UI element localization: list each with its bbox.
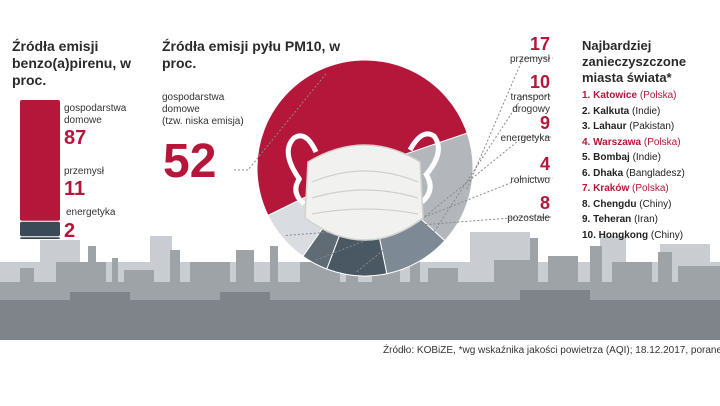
- pie-label-transport: transport drogowy: [510, 92, 550, 115]
- pie-value-energy: 9: [539, 113, 550, 133]
- city-rank-name: 4. Warszawa: [582, 136, 644, 148]
- city-rank-name: 10. Hongkong: [582, 229, 651, 241]
- pie-leader-3: [356, 136, 553, 273]
- city-item: 3. Lahaur (Pakistan): [582, 119, 685, 135]
- city-rank-name: 7. Kraków: [582, 183, 633, 194]
- bar-segment-1: [20, 221, 60, 237]
- pie-value-other: 8: [539, 193, 550, 213]
- city-country: (Polska): [643, 136, 681, 148]
- city-country: (Indie): [632, 105, 661, 117]
- pie-label-other: pozostałe: [507, 213, 550, 224]
- benzopyrene-stacked-bar: [20, 100, 60, 239]
- source-footnote: Źródło: KOBiZE, *wg wskaźnika jakości po…: [383, 345, 720, 356]
- pie-leader-0: [232, 73, 327, 171]
- bar-label-industry: przemysł: [64, 166, 105, 177]
- pie-value-agriculture: 4: [539, 154, 550, 174]
- city-item: 9. Teheran (Iran): [582, 212, 685, 228]
- pie-main-label: gospodarstwa domowe: [162, 92, 225, 115]
- bar-label-energy: energetyka: [66, 207, 116, 218]
- city-rank-name: 6. Dhaka: [582, 167, 626, 179]
- pie-panel-title: Źródła emisji pyłu PM10, w proc.: [162, 38, 341, 71]
- bar-value-household: 87: [64, 127, 87, 149]
- city-item: 4. Warszawa (Polska): [582, 135, 685, 151]
- city-item: 6. Dhaka (Bangladesz): [582, 166, 685, 182]
- face-mask-icon: [285, 131, 441, 241]
- city-country: (Chiny): [650, 229, 684, 241]
- city-rank-name: 1. Katowice: [582, 90, 640, 101]
- cities-list: 1. Katowice (Polska) 2. Kalkuta (Indie) 3.…: [582, 88, 685, 243]
- city-item: 1. Katowice (Polska): [582, 88, 685, 104]
- city-country: (Bangladesz): [625, 167, 685, 179]
- bar-segment-0: [20, 100, 60, 221]
- left-panel-title: Źródła emisji benzo(a)pirenu, w proc.: [12, 38, 131, 88]
- city-rank-name: 8. Chengdu: [582, 198, 640, 210]
- city-country: (Chiny): [639, 198, 672, 210]
- bar-value-industry: 11: [64, 178, 86, 200]
- pie-leader-2: [416, 95, 553, 259]
- city-item: 10. Hongkong (Chiny): [582, 228, 685, 244]
- city-country: (Iran): [634, 214, 658, 225]
- city-country: (Pakistan): [629, 121, 675, 132]
- pie-value-transport: 10: [529, 72, 550, 92]
- bar-label-household: gospodarstwa domowe: [64, 103, 127, 126]
- pie-label-agriculture: rolnictwo: [510, 175, 550, 186]
- city-item: 8. Chengdu (Chiny): [582, 197, 685, 213]
- bar-segment-2: [20, 237, 60, 239]
- pie-label-industry: przemysł: [509, 54, 550, 65]
- bar-value-energy: 2: [64, 220, 76, 242]
- city-item: 5. Bombaj (Indie): [582, 150, 685, 166]
- pie-label-energy: energetyka: [500, 133, 550, 144]
- city-rank-name: 3. Lahaur: [582, 121, 630, 132]
- city-item: 7. Kraków (Polska): [582, 181, 685, 197]
- cities-panel-title: Najbardziej zanieczyszczone miasta świat…: [582, 38, 687, 85]
- city-item: 2. Kalkuta (Indie): [582, 104, 685, 120]
- pie-main-sublabel: (tzw. niska emisja): [162, 116, 244, 127]
- city-rank-name: 2. Kalkuta: [582, 105, 633, 117]
- city-country: (Polska): [632, 183, 669, 194]
- city-country: (Polska): [639, 90, 677, 101]
- city-rank-name: 5. Bombaj: [582, 152, 633, 163]
- city-country: (Indie): [632, 152, 661, 163]
- pie-value-household: 52: [163, 135, 217, 188]
- pie-value-industry: 17: [529, 34, 550, 54]
- city-rank-name: 9. Teheran: [582, 214, 635, 225]
- pie-leader-5: [285, 216, 553, 236]
